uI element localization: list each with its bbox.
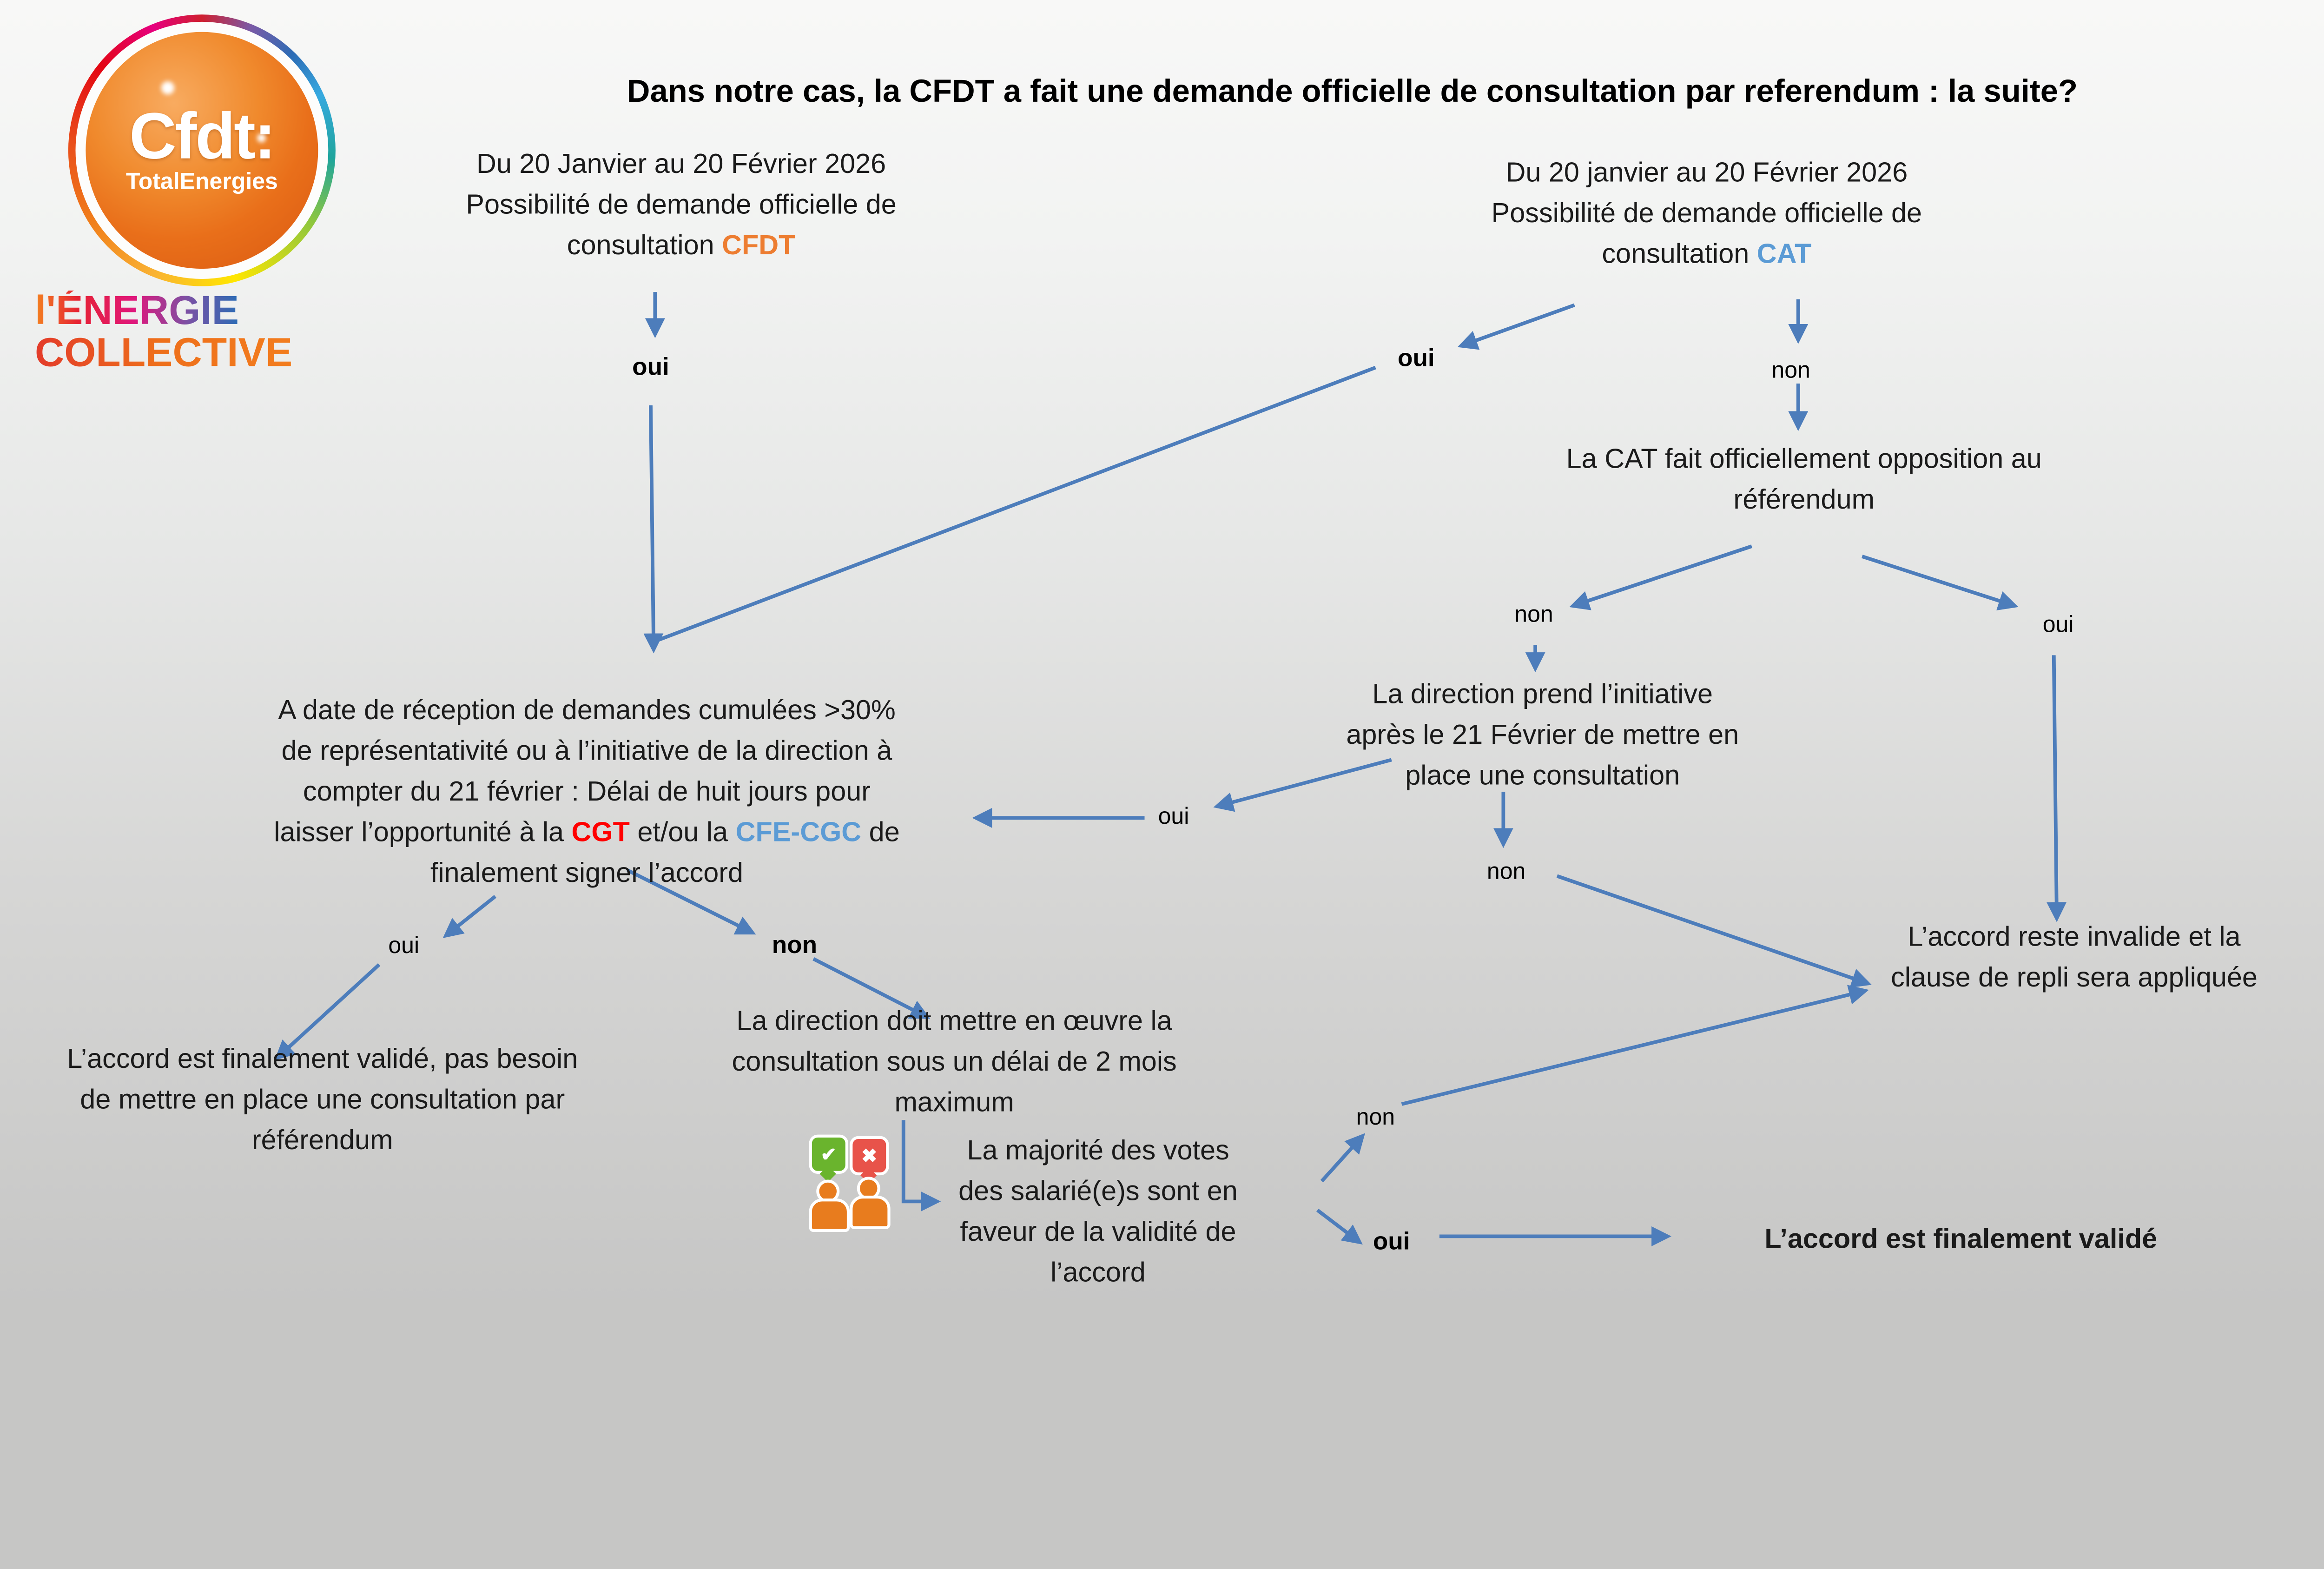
node-cfdt-window: Du 20 Janvier au 20 Février 2026 Possibi…: [466, 146, 896, 268]
edge-opposition-to-oui: [1862, 555, 2019, 610]
cfdt-logo-sphere: Cfdt: TotalEnergies: [86, 32, 318, 269]
node-cumul-line3: compter du 21 février : Délai de huit jo…: [303, 777, 871, 808]
cat-highlight: CAT: [1756, 239, 1812, 271]
node-direction-initiative-line2: après le 21 Février de mettre en: [1346, 721, 1739, 751]
edge-2mois-to-majority: [901, 1120, 941, 1212]
edge-non-to-invalide: [1556, 874, 1872, 988]
edge-cat-to-oui-diagonal: [1457, 303, 1575, 350]
cgt-highlight: CGT: [571, 818, 630, 848]
node-cat-window-line3-text: consultation: [1602, 239, 1757, 271]
node-accord-invalide: L’accord reste invalide et la clause de …: [1891, 918, 2258, 1000]
logo-glint-icon: [257, 133, 266, 143]
vote-icon: ✔ ✖: [809, 1134, 893, 1232]
node-accord-valide-final: L’accord est finalement validé: [1764, 1225, 2158, 1255]
edge-majority-to-oui: [1316, 1209, 1363, 1245]
slide-title: Dans notre cas, la CFDT a fait une deman…: [627, 73, 2078, 109]
edge-oui-to-invalide: [2047, 655, 2067, 922]
node-accord-invalide-line1: L’accord reste invalide et la: [1908, 922, 2241, 953]
node-cumul-line1: A date de réception de demandes cumulées…: [278, 695, 896, 727]
node-cat-opposition: La CAT fait officiellement opposition au…: [1566, 440, 2042, 522]
voter-person-icon: [850, 1177, 891, 1229]
node-direction-2mois-line3: maximum: [894, 1088, 1014, 1119]
node-cumul-line5: finalement signer l’accord: [430, 858, 744, 889]
voter-person-icon: [809, 1179, 850, 1232]
cfecgc-highlight: CFE-CGC: [735, 818, 862, 848]
node-majorite-line1: La majorité des votes: [967, 1136, 1229, 1167]
node-cat-window-line2: Possibilité de demande officielle de: [1491, 199, 1922, 230]
edge-label-oui-cfdt: oui: [632, 353, 669, 381]
node-majorite-line2: des salarié(e)s sont en: [958, 1177, 1238, 1207]
node-cumul-demandes: A date de réception de demandes cumulées…: [274, 692, 899, 895]
logo-brand-subtext: TotalEnergies: [125, 169, 278, 194]
node-cumul-line4-text3: de: [861, 818, 900, 848]
node-cat-window-line1: Du 20 janvier au 20 Février 2026: [1505, 158, 1908, 189]
edge-opposition-to-non: [1569, 544, 1752, 610]
node-majorite-votes: La majorité des votes des salarié(e)s so…: [958, 1132, 1238, 1294]
node-accord-invalide-line2: clause de repli sera appliquée: [1891, 963, 2258, 994]
node-majorite-line3: faveur de la validité de: [960, 1217, 1236, 1248]
node-direction-2mois-line1: La direction doit mettre en œuvre la: [736, 1006, 1172, 1038]
cfdt-logo: Cfdt: TotalEnergies: [68, 14, 336, 286]
edge-label-oui-opposition: oui: [2042, 613, 2074, 638]
node-accord-valide-long: L’accord est finalement validé, pas beso…: [67, 1040, 578, 1163]
node-direction-initiative: La direction prend l’initiative après le…: [1346, 675, 1739, 798]
logo-brand-text: Cfdt:: [129, 98, 276, 172]
node-direction-2mois: La direction doit mettre en œuvre la con…: [732, 1002, 1177, 1125]
edge-majority-to-non: [1320, 1133, 1366, 1183]
node-direction-2mois-line2: consultation sous un délai de 2 mois: [732, 1047, 1177, 1078]
slide: Cfdt: TotalEnergies l'ÉNERGIE COLLECTIVE…: [0, 0, 2324, 1308]
logo-tagline-energie: l'ÉNERGIE: [35, 290, 343, 331]
node-cat-opposition-line1: La CAT fait officiellement opposition au: [1566, 444, 2042, 475]
node-cfdt-window-line1: Du 20 Janvier au 20 Février 2026: [476, 149, 886, 180]
edge-label-oui-cumul: oui: [388, 934, 420, 959]
node-majorite-line4: l’accord: [1050, 1258, 1146, 1289]
edge-label-oui-majorite: oui: [1373, 1227, 1410, 1255]
node-accord-valide-long-line3: référendum: [251, 1125, 393, 1157]
cfdt-highlight: CFDT: [722, 231, 796, 262]
edge-label-oui-cat: oui: [1398, 344, 1435, 372]
edge-label-non-majorite: non: [1356, 1106, 1395, 1131]
node-direction-initiative-line1: La direction prend l’initiative: [1372, 680, 1713, 711]
edge-label-oui-initiative: oui: [1158, 805, 1189, 830]
edge-cumul-to-oui: [442, 895, 497, 938]
node-cumul-line2: de représentativité ou à l’initiative de…: [281, 736, 892, 767]
edge-label-non-cat: non: [1771, 358, 1810, 384]
node-accord-valide-long-line1: L’accord est finalement validé, pas beso…: [67, 1044, 578, 1075]
logo-tagline-collective: COLLECTIVE: [35, 332, 343, 374]
node-cumul-line4-text: laisser l’opportunité à la: [274, 818, 572, 848]
edge-label-non-initiative: non: [1486, 860, 1526, 885]
edge-oui-to-cumul: [643, 405, 664, 654]
approve-check-icon: ✔: [809, 1134, 848, 1174]
logo-glint-icon: [161, 81, 174, 95]
edge-oui-to-cumul-diagonal: [656, 365, 1376, 642]
node-direction-initiative-line3: place une consultation: [1405, 761, 1680, 792]
edge-label-non-cumul: non: [772, 931, 818, 959]
node-cfdt-window-line2: Possibilité de demande officielle de: [466, 190, 897, 221]
edge-label-non-opposition: non: [1514, 602, 1553, 628]
node-accord-valide-long-line2: de mettre en place une consultation par: [80, 1085, 565, 1116]
node-cfdt-window-line3: consultation CFDT: [466, 227, 896, 268]
node-cfdt-window-line3-text: consultation: [567, 231, 722, 262]
node-cumul-line4: laisser l’opportunité à la CGT et/ou la …: [274, 814, 899, 854]
node-cumul-line4-text2: et/ou la: [629, 818, 736, 848]
node-cat-window-line3: consultation CAT: [1492, 235, 1922, 276]
node-cat-window: Du 20 janvier au 20 Février 2026 Possibi…: [1492, 154, 1922, 276]
edge-non-to-invalide-bottom: [1401, 985, 1869, 1106]
node-cat-opposition-line2: référendum: [1733, 485, 1875, 516]
